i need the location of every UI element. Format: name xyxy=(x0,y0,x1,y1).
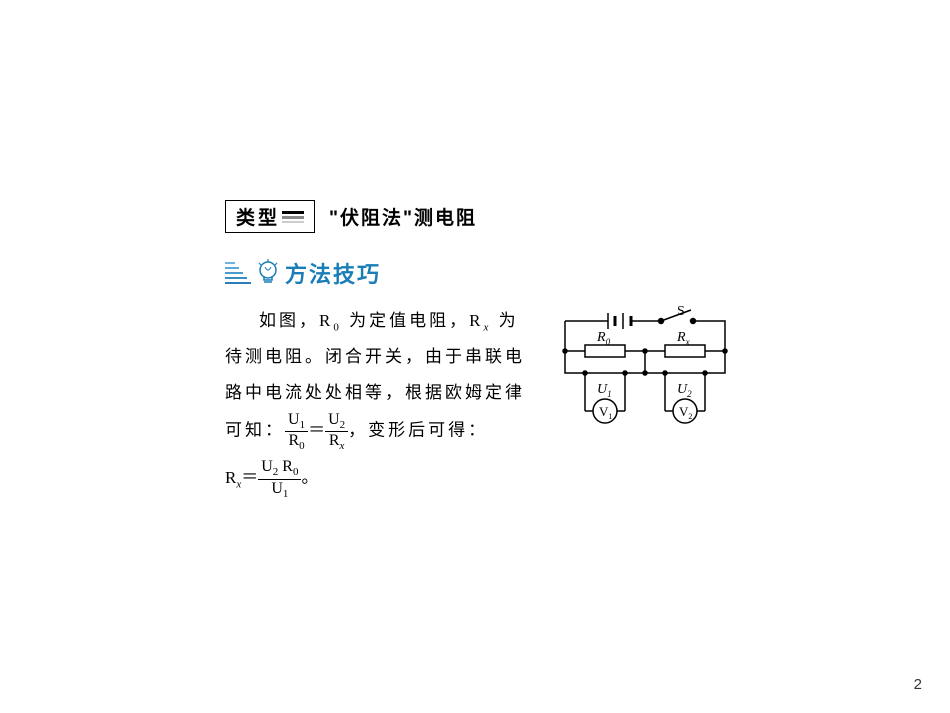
u1-label: U1 xyxy=(597,382,612,399)
type-label: 类型 xyxy=(236,203,280,230)
method-label: 方法技巧 xyxy=(285,257,381,289)
page-number: 2 xyxy=(914,676,922,693)
circuit-diagram: S R0 Rx U1 U2 V1 V2 xyxy=(553,303,738,448)
fs2: 2 xyxy=(340,419,346,431)
frac1: U1R0 xyxy=(285,411,308,453)
fu1: U xyxy=(288,411,300,428)
type-box: 类型 xyxy=(225,200,315,233)
result-equation: Rx＝U2 R0U1。 xyxy=(225,458,535,500)
fu2: U xyxy=(328,411,340,428)
switch-label: S xyxy=(677,304,685,319)
u2-label: U2 xyxy=(677,382,692,399)
fr0: R xyxy=(288,432,299,449)
eq2: ＝ xyxy=(241,468,258,487)
fs1: 1 xyxy=(300,419,306,431)
type-number-icon xyxy=(282,208,304,226)
s0a: 0 xyxy=(333,321,342,333)
t1: 如图，R xyxy=(259,311,333,330)
frac2: U2Rx xyxy=(325,411,348,453)
v1-label: V1 xyxy=(599,404,612,421)
fs0: 0 xyxy=(299,440,305,452)
section-title: "伏阻法"测电阻 xyxy=(329,203,477,230)
content-row: 如图，R0 为定值电阻，Rx 为待测电阻。闭合开关，由于串联电路中电流处处相等，… xyxy=(225,303,745,500)
page-content: 类型 "伏阻法"测电阻 方法技巧 xyxy=(225,200,745,500)
frac3: U2 R0U1 xyxy=(258,458,301,500)
badge-lines-icon xyxy=(225,259,251,287)
body-text: 如图，R0 为定值电阻，Rx 为待测电阻。闭合开关，由于串联电路中电流处处相等，… xyxy=(225,303,535,500)
section-header: 类型 "伏阻法"测电阻 xyxy=(225,200,745,233)
lightbulb-icon xyxy=(253,258,283,288)
rs2: 2 xyxy=(273,467,279,479)
v2-label: V2 xyxy=(679,404,692,421)
rs1: 1 xyxy=(283,488,289,500)
t5: 。 xyxy=(301,468,321,487)
r0-label: R0 xyxy=(596,330,611,347)
rs0: 0 xyxy=(293,467,299,479)
fsx: x xyxy=(339,440,344,452)
rr0: R xyxy=(282,458,293,475)
method-badge: 方法技巧 xyxy=(225,257,381,289)
frx: R xyxy=(329,432,340,449)
ru1: U xyxy=(271,480,283,497)
ru2: U xyxy=(261,458,273,475)
rx-label: Rx xyxy=(676,330,690,347)
t2: 为定值电阻，R xyxy=(342,311,484,330)
eq1: ＝ xyxy=(308,421,325,440)
t4: ，变形后可得： xyxy=(348,421,488,440)
rr: R xyxy=(225,468,236,487)
